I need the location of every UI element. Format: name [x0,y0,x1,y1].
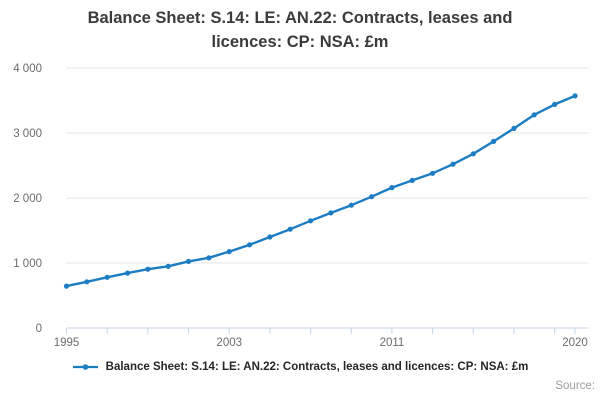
data-point [348,202,354,208]
y-tick-label: 4 000 [13,63,42,75]
data-point [165,263,171,269]
data-point [206,255,212,261]
data-point [104,274,110,280]
data-point [389,185,395,191]
data-point [491,138,497,144]
data-point [328,210,334,216]
data-point [267,234,273,240]
data-point [409,177,415,183]
data-point [247,242,253,248]
data-point [84,279,90,285]
data-point [450,161,456,167]
data-point [287,226,293,232]
legend-marker-icon [72,364,98,370]
data-point [369,194,375,200]
data-point [124,270,131,276]
y-tick-label: 1 000 [13,258,42,270]
data-point [470,151,476,157]
source-label: Source: [555,380,595,392]
data-point [63,283,70,289]
x-tick-label: 1995 [54,337,80,349]
x-tick-label: 2011 [380,337,405,349]
x-tick-label: 2003 [216,337,242,349]
data-point [511,125,517,131]
data-point [572,93,578,99]
legend[interactable]: Balance Sheet: S.14: LE: AN.22: Contract… [0,361,600,373]
data-point [531,112,537,118]
data-point [308,218,314,224]
series-line [65,94,577,288]
legend-series-label: Balance Sheet: S.14: LE: AN.22: Contract… [105,361,529,373]
data-point [145,266,151,272]
data-point [226,249,232,255]
data-point [430,170,436,176]
y-tick-label: 2 000 [13,193,42,205]
line-chart-plot-area: 0 1 000 2 000 3 000 4 000 1995 2003 2011 2020 [13,63,589,349]
x-tick-label: 2020 [562,337,588,349]
chart-title: Balance Sheet: S.14: LE: AN.22: Contract… [87,9,513,51]
data-point [552,101,558,107]
data-point [185,258,192,264]
y-tick-label: 0 [36,323,42,335]
y-tick-label: 3 000 [13,128,42,140]
